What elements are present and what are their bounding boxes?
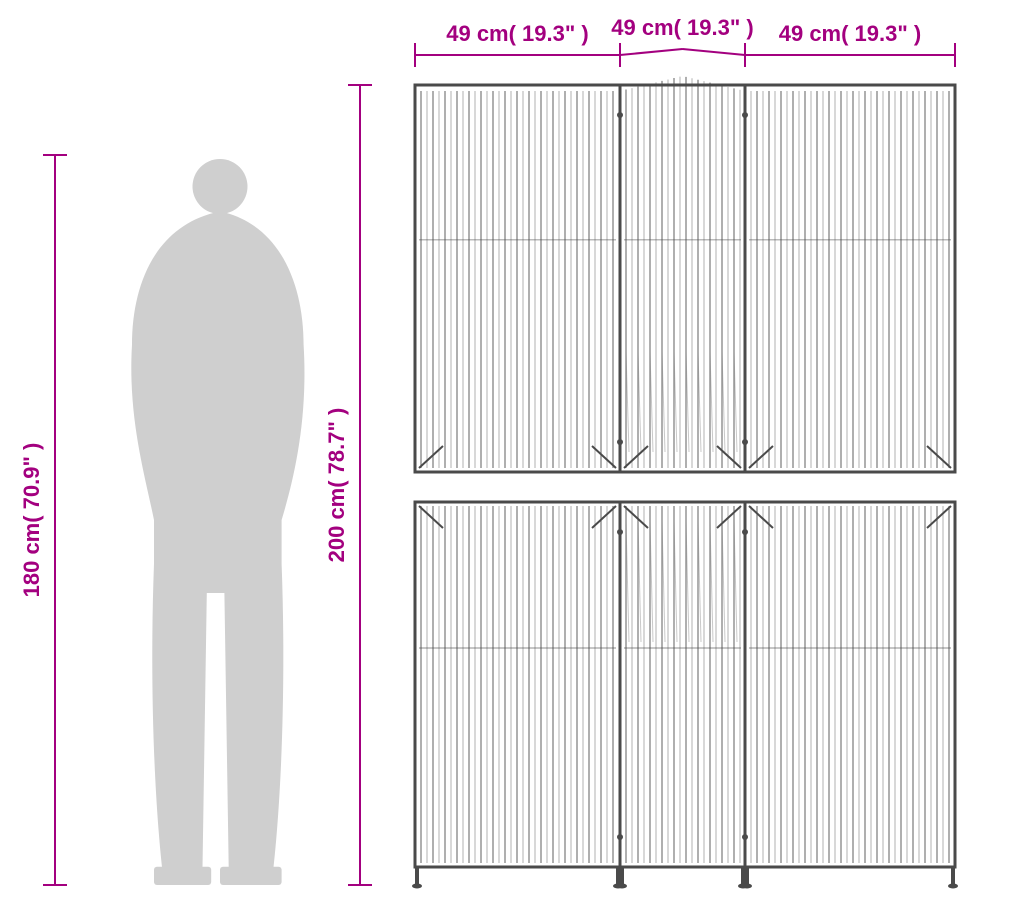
human-silhouette <box>131 159 304 885</box>
label-panel-width-1: 49 cm( 19.3" ) <box>446 21 589 46</box>
label-panel-width-2: 49 cm( 19.3" ) <box>611 15 754 40</box>
label-human-height: 180 cm( 70.9" ) <box>19 443 44 598</box>
label-panel-width-3: 49 cm( 19.3" ) <box>779 21 922 46</box>
room-divider <box>412 77 958 889</box>
label-divider-height: 200 cm( 78.7" ) <box>324 408 349 563</box>
